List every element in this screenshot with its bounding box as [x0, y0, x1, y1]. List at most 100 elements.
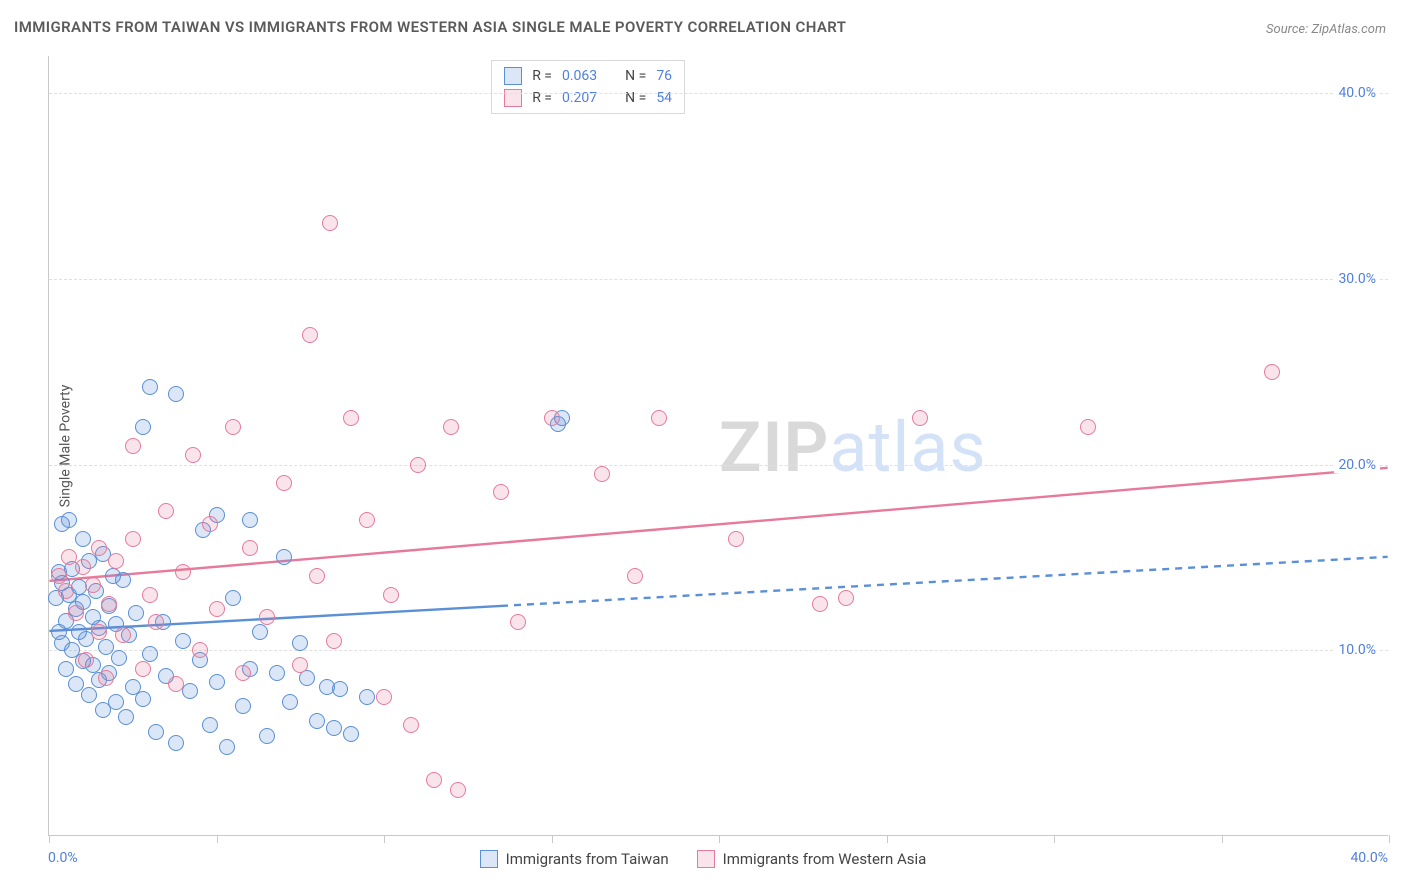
- data-point-western_asia: [493, 484, 509, 500]
- data-point-western_asia: [98, 670, 114, 686]
- data-point-western_asia: [510, 614, 526, 630]
- data-point-taiwan: [242, 512, 258, 528]
- gridline: [49, 279, 1388, 280]
- x-tick: [49, 835, 50, 843]
- data-point-taiwan: [175, 633, 191, 649]
- legend-swatch: [504, 89, 522, 107]
- data-point-western_asia: [728, 531, 744, 547]
- data-point-taiwan: [135, 419, 151, 435]
- data-point-western_asia: [75, 559, 91, 575]
- data-point-western_asia: [376, 689, 392, 705]
- data-point-western_asia: [912, 410, 928, 426]
- x-tick: [887, 835, 888, 843]
- data-point-taiwan: [148, 724, 164, 740]
- trend-lines-layer: [49, 56, 1388, 835]
- data-point-taiwan: [68, 676, 84, 692]
- data-point-taiwan: [309, 713, 325, 729]
- y-tick-label: 30.0%: [1334, 271, 1380, 287]
- data-point-taiwan: [292, 635, 308, 651]
- data-point-western_asia: [276, 475, 292, 491]
- data-point-western_asia: [343, 410, 359, 426]
- y-tick-label: 20.0%: [1334, 457, 1380, 473]
- data-point-western_asia: [242, 540, 258, 556]
- data-point-western_asia: [326, 633, 342, 649]
- legend-row-western_asia: R =0.207N =54: [504, 87, 672, 109]
- data-point-western_asia: [322, 215, 338, 231]
- data-point-western_asia: [225, 419, 241, 435]
- data-point-western_asia: [1080, 419, 1096, 435]
- y-tick-label: 40.0%: [1334, 85, 1380, 101]
- correlation-legend: R =0.063N =76R =0.207N =54: [491, 60, 685, 114]
- x-tick: [719, 835, 720, 843]
- data-point-taiwan: [202, 717, 218, 733]
- chart-title: IMMIGRANTS FROM TAIWAN VS IMMIGRANTS FRO…: [14, 18, 846, 36]
- data-point-taiwan: [343, 726, 359, 742]
- data-point-taiwan: [269, 665, 285, 681]
- data-point-western_asia: [651, 410, 667, 426]
- data-point-taiwan: [118, 709, 134, 725]
- data-point-western_asia: [135, 661, 151, 677]
- data-point-taiwan: [75, 531, 91, 547]
- data-point-taiwan: [276, 549, 292, 565]
- gridline: [49, 465, 1388, 466]
- gridline: [49, 93, 1388, 94]
- data-point-taiwan: [326, 720, 342, 736]
- data-point-western_asia: [125, 531, 141, 547]
- data-point-taiwan: [168, 735, 184, 751]
- data-point-western_asia: [259, 609, 275, 625]
- x-tick: [1222, 835, 1223, 843]
- data-point-taiwan: [332, 681, 348, 697]
- data-point-western_asia: [302, 327, 318, 343]
- data-point-western_asia: [148, 614, 164, 630]
- data-point-western_asia: [450, 782, 466, 798]
- gridline: [49, 650, 1388, 651]
- data-point-western_asia: [68, 605, 84, 621]
- data-point-western_asia: [202, 516, 218, 532]
- legend-n-label: N =: [625, 68, 646, 84]
- data-point-taiwan: [58, 661, 74, 677]
- data-point-western_asia: [142, 587, 158, 603]
- data-point-western_asia: [192, 642, 208, 658]
- data-point-western_asia: [410, 457, 426, 473]
- data-point-western_asia: [115, 627, 131, 643]
- data-point-western_asia: [292, 657, 308, 673]
- source-name: ZipAtlas.com: [1311, 22, 1386, 37]
- data-point-western_asia: [158, 503, 174, 519]
- data-point-western_asia: [51, 568, 67, 584]
- data-point-western_asia: [1264, 364, 1280, 380]
- data-point-western_asia: [383, 587, 399, 603]
- data-point-taiwan: [209, 674, 225, 690]
- data-point-taiwan: [142, 379, 158, 395]
- data-point-taiwan: [235, 698, 251, 714]
- x-tick: [1054, 835, 1055, 843]
- legend-r-label: R =: [532, 68, 552, 84]
- data-point-western_asia: [838, 590, 854, 606]
- legend-r-value: 0.063: [562, 68, 597, 84]
- data-point-western_asia: [627, 568, 643, 584]
- data-point-western_asia: [175, 564, 191, 580]
- data-point-taiwan: [115, 572, 131, 588]
- legend-swatch: [697, 850, 715, 868]
- data-point-taiwan: [282, 694, 298, 710]
- data-point-western_asia: [426, 772, 442, 788]
- data-point-western_asia: [185, 447, 201, 463]
- series-legend-label: Immigrants from Taiwan: [506, 850, 669, 868]
- series-legend: Immigrants from TaiwanImmigrants from We…: [0, 850, 1406, 872]
- data-point-western_asia: [443, 419, 459, 435]
- data-point-western_asia: [544, 410, 560, 426]
- data-point-western_asia: [78, 652, 94, 668]
- data-point-western_asia: [85, 577, 101, 593]
- data-point-taiwan: [61, 512, 77, 528]
- source-attribution: Source: ZipAtlas.com: [1266, 22, 1386, 37]
- data-point-western_asia: [812, 596, 828, 612]
- data-point-taiwan: [135, 691, 151, 707]
- series-legend-item-taiwan: Immigrants from Taiwan: [480, 850, 669, 868]
- data-point-western_asia: [91, 540, 107, 556]
- data-point-western_asia: [91, 624, 107, 640]
- legend-swatch: [504, 67, 522, 85]
- data-point-western_asia: [125, 438, 141, 454]
- data-point-western_asia: [403, 717, 419, 733]
- data-point-western_asia: [101, 596, 117, 612]
- data-point-western_asia: [594, 466, 610, 482]
- data-point-taiwan: [98, 639, 114, 655]
